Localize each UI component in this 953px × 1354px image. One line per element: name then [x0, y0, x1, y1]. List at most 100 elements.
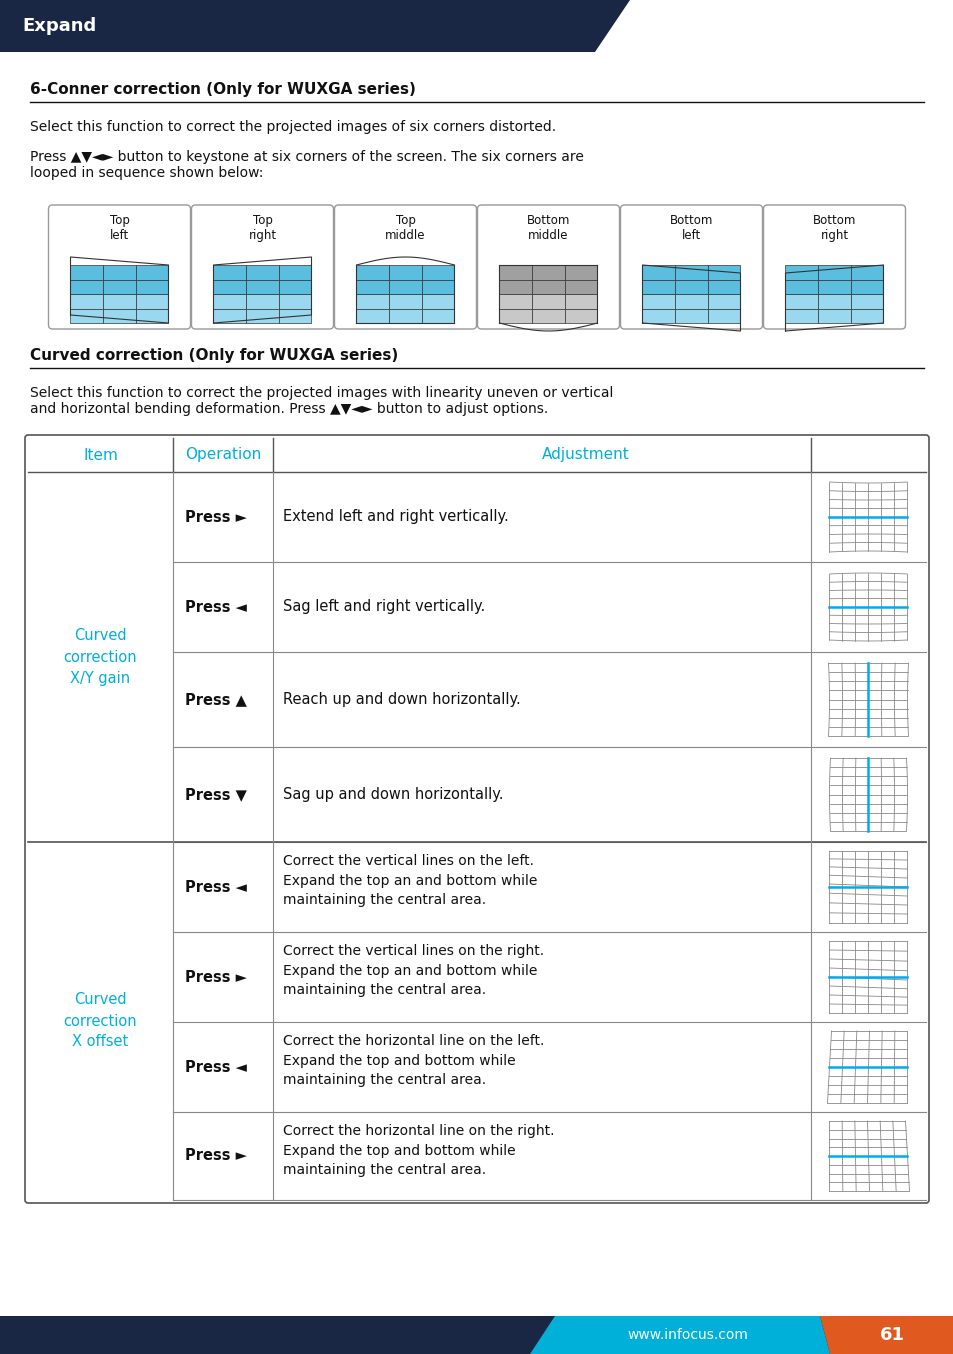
Bar	[707, 265, 740, 279]
Bar	[828, 573, 906, 640]
Text: Operation: Operation	[185, 448, 261, 463]
Text: Reach up and down horizontally.: Reach up and down horizontally.	[283, 692, 520, 707]
Bar	[71, 309, 103, 324]
Bar	[135, 309, 169, 324]
Text: Sag up and down horizontally.: Sag up and down horizontally.	[283, 787, 503, 802]
FancyBboxPatch shape	[619, 204, 761, 329]
Bar	[784, 265, 818, 279]
Bar	[850, 294, 882, 309]
Bar	[532, 309, 564, 324]
Text: Press ▲▼◄► button to keystone at six corners of the screen. The six corners are
: Press ▲▼◄► button to keystone at six cor…	[30, 150, 583, 180]
Text: Select this function to correct the projected images with linearity uneven or ve: Select this function to correct the proj…	[30, 386, 613, 416]
Bar	[850, 279, 882, 294]
Bar	[246, 265, 278, 279]
Bar	[421, 294, 454, 309]
Bar	[213, 294, 246, 309]
Bar	[675, 279, 707, 294]
Bar	[564, 265, 597, 279]
Bar	[499, 265, 532, 279]
Text: Press ▼: Press ▼	[185, 787, 247, 802]
Bar	[641, 279, 675, 294]
Text: Correct the horizontal line on the right.
Expand the top and bottom while
mainta: Correct the horizontal line on the right…	[283, 1124, 554, 1177]
Text: Bottom
left: Bottom left	[669, 214, 713, 242]
Bar	[213, 279, 246, 294]
Text: Extend left and right vertically.: Extend left and right vertically.	[283, 509, 508, 524]
FancyBboxPatch shape	[25, 435, 928, 1202]
Bar	[675, 294, 707, 309]
Bar	[135, 294, 169, 309]
Bar	[71, 265, 103, 279]
Bar	[828, 483, 906, 551]
Text: Correct the vertical lines on the left.
Expand the top an and bottom while
maint: Correct the vertical lines on the left. …	[283, 854, 537, 907]
Bar	[421, 265, 454, 279]
Bar	[707, 294, 740, 309]
Polygon shape	[820, 1316, 953, 1354]
Text: 6-Conner correction (Only for WUXGA series): 6-Conner correction (Only for WUXGA seri…	[30, 83, 416, 97]
Text: Press ▲: Press ▲	[185, 692, 247, 707]
Bar	[675, 309, 707, 324]
Bar	[421, 279, 454, 294]
Bar	[246, 279, 278, 294]
Bar	[532, 265, 564, 279]
FancyBboxPatch shape	[192, 204, 334, 329]
Bar	[71, 294, 103, 309]
Bar	[278, 265, 312, 279]
Bar	[71, 279, 103, 294]
Bar	[356, 265, 389, 279]
Bar	[564, 279, 597, 294]
Bar	[499, 279, 532, 294]
Bar	[213, 265, 246, 279]
FancyBboxPatch shape	[477, 204, 618, 329]
Bar	[828, 852, 906, 923]
Text: Curved
correction
X offset: Curved correction X offset	[64, 992, 137, 1049]
FancyBboxPatch shape	[335, 204, 476, 329]
Text: Top
middle: Top middle	[385, 214, 425, 242]
Bar	[0, 1316, 953, 1354]
Text: Curved
correction
X/Y gain: Curved correction X/Y gain	[64, 628, 137, 685]
Text: 61: 61	[879, 1326, 903, 1345]
Text: Press ◄: Press ◄	[185, 1059, 247, 1075]
Bar	[828, 1121, 906, 1192]
Bar	[135, 265, 169, 279]
Bar	[850, 265, 882, 279]
Bar	[135, 279, 169, 294]
Bar	[213, 309, 246, 324]
Bar	[641, 265, 675, 279]
Bar	[389, 309, 421, 324]
Text: Top
right: Top right	[248, 214, 276, 242]
Text: Top
left: Top left	[110, 214, 130, 242]
Text: Press ◄: Press ◄	[185, 600, 247, 615]
Bar	[246, 309, 278, 324]
Bar	[532, 294, 564, 309]
Bar	[784, 309, 818, 324]
Text: Sag left and right vertically.: Sag left and right vertically.	[283, 600, 485, 615]
Polygon shape	[530, 1316, 829, 1354]
FancyBboxPatch shape	[49, 204, 191, 329]
Text: Bottom
middle: Bottom middle	[526, 214, 570, 242]
Bar	[246, 294, 278, 309]
Text: Press ►: Press ►	[185, 969, 247, 984]
Bar	[784, 279, 818, 294]
Text: www.infocus.com: www.infocus.com	[626, 1328, 747, 1342]
Bar	[564, 294, 597, 309]
Bar	[356, 309, 389, 324]
Bar	[103, 309, 135, 324]
Bar	[828, 1030, 906, 1104]
Bar	[278, 309, 312, 324]
Bar	[389, 265, 421, 279]
Bar	[499, 309, 532, 324]
Bar	[278, 279, 312, 294]
Bar	[389, 279, 421, 294]
Text: Item: Item	[83, 448, 118, 463]
Bar	[707, 279, 740, 294]
Bar	[850, 309, 882, 324]
Bar	[675, 265, 707, 279]
Bar	[818, 279, 850, 294]
Bar	[103, 279, 135, 294]
Bar	[564, 309, 597, 324]
Bar	[818, 265, 850, 279]
Bar	[356, 294, 389, 309]
Bar	[103, 265, 135, 279]
Bar	[421, 309, 454, 324]
Bar	[784, 294, 818, 309]
